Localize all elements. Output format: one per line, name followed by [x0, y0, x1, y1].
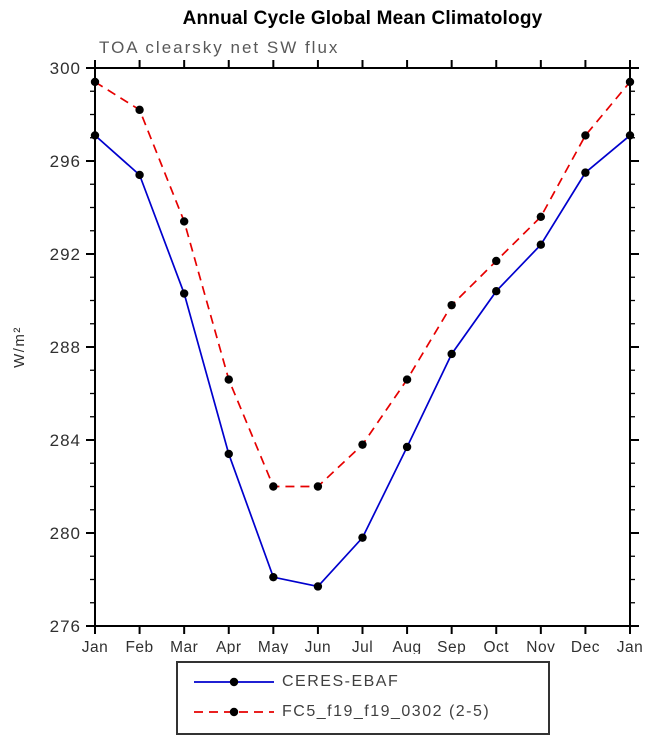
- series-line-1: [94, 81, 631, 488]
- data-point-marker: [269, 572, 278, 582]
- svg-text:288: 288: [50, 338, 81, 357]
- svg-text:Oct: Oct: [483, 639, 509, 654]
- chart-subtitle: TOA clearsky net SW flux: [99, 38, 340, 57]
- svg-text:284: 284: [50, 431, 81, 450]
- data-point-marker: [224, 375, 233, 384]
- legend-item-ceres: CERES-EBAF: [192, 667, 538, 697]
- chart-title: Annual Cycle Global Mean Climatology: [182, 8, 543, 29]
- svg-text:Feb: Feb: [125, 639, 153, 654]
- svg-text:Mar: Mar: [170, 639, 198, 654]
- y-axis-ticks: 276 280 284 288 292 296 300: [50, 59, 639, 636]
- data-point-marker: [536, 240, 546, 249]
- svg-text:Sep: Sep: [437, 639, 466, 654]
- data-point-marker: [90, 77, 100, 87]
- data-point-marker: [179, 289, 189, 298]
- series-line-0: [94, 134, 631, 588]
- svg-text:Aug: Aug: [393, 639, 422, 654]
- svg-text:May: May: [258, 639, 289, 654]
- data-point-marker: [358, 533, 367, 542]
- data-point-marker: [447, 349, 456, 359]
- data-point-marker: [135, 170, 144, 180]
- svg-text:Apr: Apr: [216, 639, 242, 654]
- data-point-marker: [447, 300, 456, 310]
- data-point-marker: [269, 482, 278, 491]
- data-point-marker: [135, 105, 144, 115]
- legend-item-fc5: FC5_f19_f19_0302 (2-5): [192, 697, 538, 727]
- y-axis-label: W/m²: [11, 326, 28, 368]
- legend-box: CERES-EBAF FC5_f19_f19_0302 (2-5): [176, 661, 550, 735]
- data-point-marker: [625, 77, 635, 87]
- svg-text:292: 292: [50, 245, 81, 264]
- svg-text:276: 276: [50, 617, 81, 636]
- data-point-marker: [90, 131, 100, 140]
- data-point-marker: [581, 168, 590, 177]
- svg-text:280: 280: [50, 524, 81, 543]
- svg-text:300: 300: [50, 60, 81, 78]
- data-point-marker: [492, 256, 501, 266]
- svg-text:Nov: Nov: [526, 639, 555, 654]
- data-point-marker: [492, 287, 501, 296]
- data-point-marker: [402, 442, 412, 452]
- data-point-marker: [581, 131, 590, 140]
- data-point-marker: [536, 212, 546, 221]
- svg-text:Dec: Dec: [571, 639, 600, 654]
- legend-label: FC5_f19_f19_0302 (2-5): [282, 703, 491, 720]
- x-axis-ticks: Jan Feb Mar Apr May Jun Jul Aug Sep Oct Nov Dec Jan: [82, 60, 644, 656]
- legend-line-sample-dashed: [194, 707, 274, 717]
- svg-text:Jan: Jan: [82, 639, 109, 654]
- svg-text:Jul: Jul: [352, 639, 373, 654]
- legend-line-sample-solid: [194, 677, 274, 687]
- svg-text:296: 296: [50, 152, 81, 171]
- data-point-marker: [625, 131, 635, 140]
- chart-area: 276 280 284 288 292 296 300 Jan Feb Mar Apr May Jun J…: [0, 59, 648, 659]
- plot-frame: [94, 67, 631, 627]
- data-point-marker: [313, 482, 323, 491]
- data-point-marker: [313, 582, 323, 591]
- svg-text:Jan: Jan: [617, 639, 644, 654]
- data-point-marker: [358, 440, 367, 449]
- data-point-marker: [179, 217, 189, 226]
- data-point-marker: [402, 375, 412, 384]
- legend-label: CERES-EBAF: [282, 673, 400, 690]
- svg-text:Jun: Jun: [305, 639, 332, 654]
- data-point-marker: [224, 449, 233, 459]
